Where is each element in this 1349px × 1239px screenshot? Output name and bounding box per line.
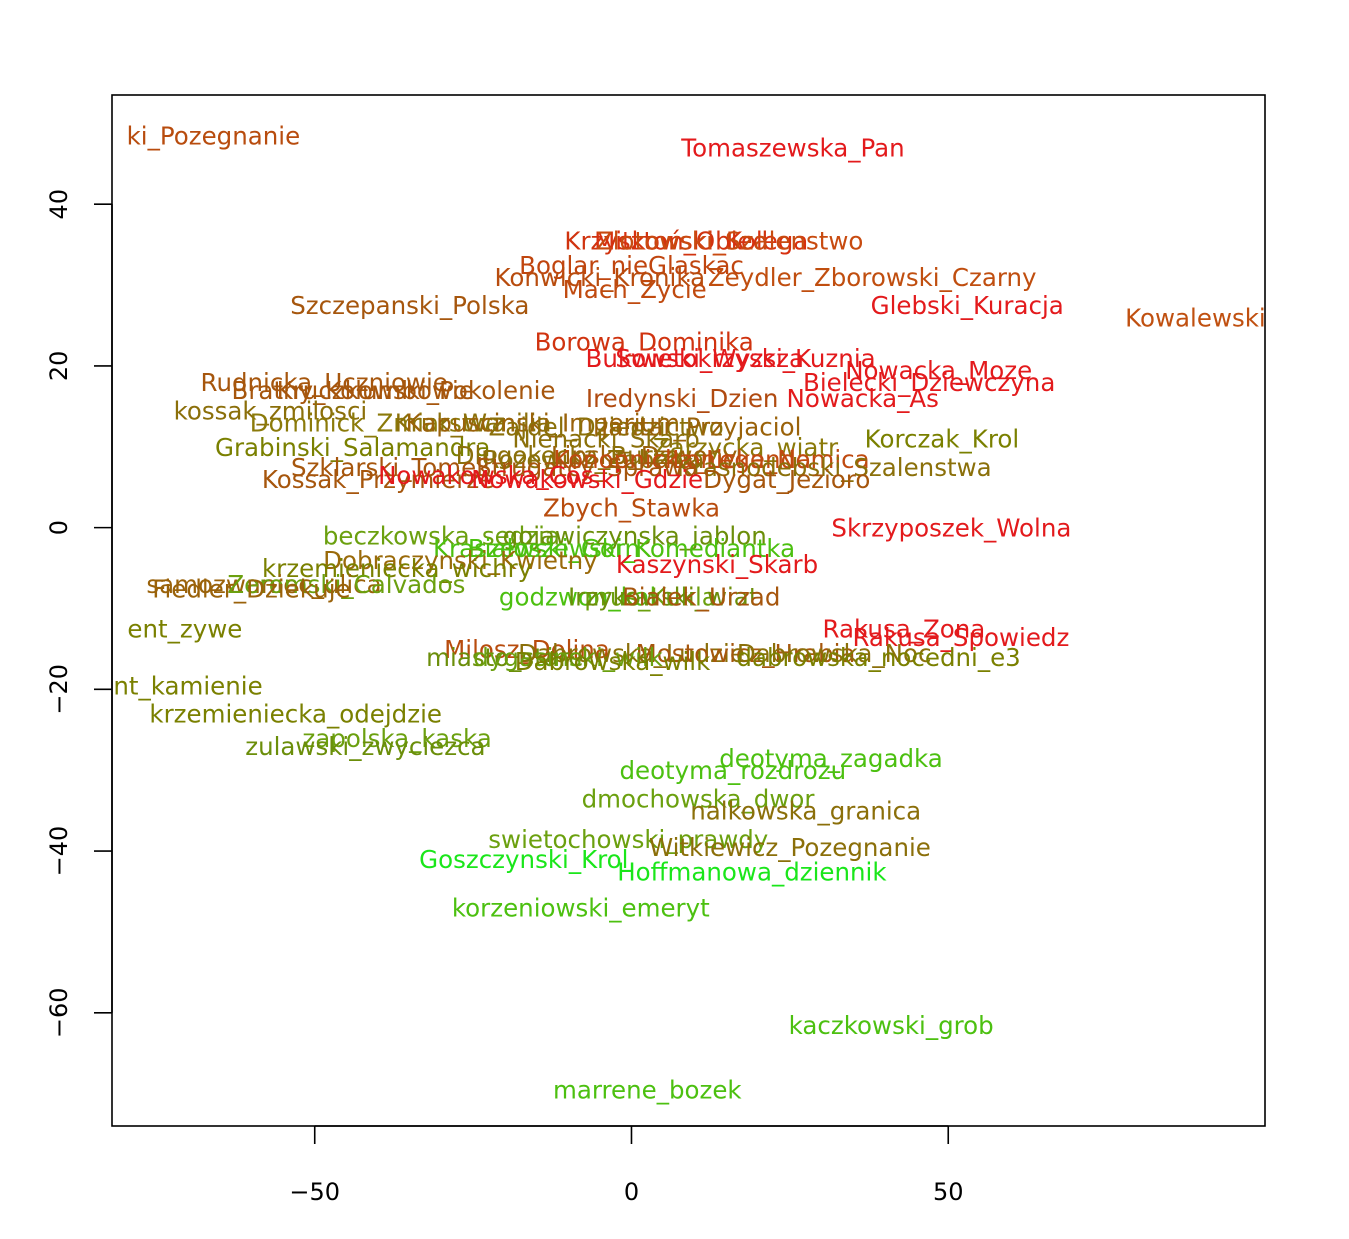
point-label: nalkowska_granica xyxy=(690,797,921,826)
point-label: Kaszynski_Skarb xyxy=(616,550,818,579)
point-label: miasto_stare xyxy=(426,643,583,672)
x-tick-label: 0 xyxy=(624,1178,639,1206)
point-label: krzemieniecka_wichry xyxy=(262,554,532,583)
point-label: Kraszewski_Gorn xyxy=(433,534,640,563)
point-label: deotyma_rozdrozu xyxy=(619,756,846,785)
point-label: Boglar_nieGlaskac xyxy=(519,251,744,280)
point-label: Kruczkowski_Pokolenie xyxy=(277,376,556,405)
point-label: Szklarski_Tomek xyxy=(291,453,491,482)
point-label: Zlotowski_Szalenstwo xyxy=(596,227,863,256)
point-label: Krasnodebski_Szalenstwa xyxy=(677,453,992,482)
point-label: Skrzyposzek_Wolna xyxy=(831,514,1071,543)
point-label: marrene_bozek xyxy=(553,1076,742,1105)
x-tick-label: −50 xyxy=(289,1178,340,1206)
point-label: Goszczynski_Krol xyxy=(419,845,628,874)
point-label: Dobraczynski_Kwietny xyxy=(323,546,597,575)
point-label: Hoffmanowa_dziennik xyxy=(617,857,887,886)
point-label: Dlugokecka_Burza xyxy=(456,441,681,470)
point-label: zapolska_kaska xyxy=(302,724,491,753)
point-label: kaczkowski_grob xyxy=(789,1011,994,1040)
point-label: krzemieniecka_odejdzie xyxy=(149,700,442,729)
point-label: deotyma_zagadka xyxy=(719,744,943,773)
y-tick-label: −60 xyxy=(45,987,73,1038)
point-label: Mitkowski_Kolega xyxy=(594,227,808,256)
point-label: Nowacka_Moze xyxy=(845,356,1032,385)
y-tick-label: 0 xyxy=(45,520,73,535)
point-label: Nowacka_As xyxy=(787,384,939,413)
point-label: Dominick_Zmiarstwa xyxy=(250,409,507,438)
point-labels-layer: Tomaszewska_Pan Krzysztoń_ObledMitkowski_… xyxy=(113,121,1279,1105)
point-label: korzeniowski_emeryt xyxy=(452,894,710,923)
point-label: Dabrowska_Noc xyxy=(737,639,932,668)
x-axis: −50 0 50 xyxy=(289,1125,964,1206)
point-label: prus_Kukla xyxy=(584,582,717,611)
point-label: Nowakowska_Cos xyxy=(378,461,593,490)
point-label: Dygat_Jezioro xyxy=(703,465,870,494)
y-tick-label: 20 xyxy=(45,351,73,382)
point-label: Konopnicka_Legenda xyxy=(553,445,811,474)
point-label: Fiedler_Dziekuje xyxy=(152,574,350,603)
point-label: ki_Pozegnanie xyxy=(127,121,301,150)
point-label: nt_kamienie xyxy=(113,671,262,700)
point-label: Bielecki_Dziewczyna xyxy=(803,368,1055,397)
point-label: Grabinski_Salamandra xyxy=(215,433,490,462)
point-label: Kapuscinski_Imperium xyxy=(406,409,680,438)
point-label: Milosz_Dolina xyxy=(444,635,610,664)
x-tick-label: 50 xyxy=(933,1178,964,1206)
point-label: Kruk_Wanilia xyxy=(395,409,552,438)
point-label: Zeydler_Zborowski_Czarny xyxy=(708,263,1037,292)
point-label: Mostowicz_Hrabia xyxy=(636,639,856,668)
point-label: Rakusa_Zona xyxy=(822,615,985,644)
point-label: Rozewicz_Zabawa xyxy=(483,445,705,474)
y-tick-label: −40 xyxy=(45,826,73,877)
point-label: beczkowska_sedzia xyxy=(323,522,560,551)
point-label: Bialek_Urzad xyxy=(622,582,780,611)
point-label: Zajdel_Dziedzictwo xyxy=(488,413,723,442)
point-label: godzwon_kal xyxy=(499,582,656,611)
point-label: Bialoszewski_Komediantka xyxy=(468,534,795,563)
point-label: Bukowski_Wyzsza xyxy=(586,344,804,373)
point-label: Witkiewicz_Pozegnanie xyxy=(649,833,931,862)
point-label: Irzykowski_wiat xyxy=(568,582,759,611)
point-label: Lipska_Dzwony xyxy=(551,441,738,470)
point-label: Nowakowski_Gdzie xyxy=(471,465,703,494)
point-label: Borowa_Dominika xyxy=(535,328,754,357)
point-label: Kossak_Przymierze xyxy=(262,465,494,494)
y-tick-label: −20 xyxy=(45,664,73,715)
y-tick-label: 40 xyxy=(45,189,73,220)
point-label: swietochowski_prawdy xyxy=(488,825,768,854)
point-label: kossak_zmilosci xyxy=(174,396,368,425)
point-label: Korczak_Krol xyxy=(865,425,1020,454)
point-label: samozwaniec_ulica xyxy=(146,570,381,599)
point-label: zulawski_zwyciezca xyxy=(245,732,485,761)
point-label: Jantar_Przyjaciol xyxy=(599,413,801,442)
point-label: Bratny_Kolumbowie xyxy=(232,376,474,405)
point-label: Rakusa_Spowiedz xyxy=(852,623,1069,652)
point-label: Lonicka_Nomica xyxy=(672,445,870,474)
point-label: Szczepanski_Polska xyxy=(290,291,529,320)
point-label: gojawiczynska_jablon xyxy=(503,522,767,551)
point-label: Mach_Zycie xyxy=(563,275,707,304)
point-label: Nienacki_Skarb xyxy=(512,425,699,454)
point-label: Krzysztoń_Obled xyxy=(564,227,768,256)
point-label: Zarzycka_wiatr xyxy=(653,433,839,462)
point-label: Zeromski_Calvados xyxy=(227,570,465,599)
y-axis: −60 −40 −20 0 20 40 xyxy=(45,189,113,1038)
point-label: Rudnicka_Uczniowie xyxy=(201,368,448,397)
point-label: Kowalewski_ xyxy=(1125,303,1279,332)
point-label: Glebski_Kuracja xyxy=(871,291,1064,320)
point-label: Dabrowska_Ludzie xyxy=(518,639,745,668)
point-label: Konwicki_Kronika xyxy=(494,263,705,292)
point-label: dabrowska_nocedni_e3 xyxy=(736,643,1020,672)
point-label: Zbych_Stawka xyxy=(543,493,720,522)
point-label: Dabrowska_wilk xyxy=(515,647,711,676)
point-label: dygasinski_wilk xyxy=(473,643,663,672)
point-label: Swietokrzyski_Kuznia xyxy=(615,344,875,373)
point-label: dmochowska_dwor xyxy=(582,785,816,814)
point-label: Strugatcy_Sprawa xyxy=(476,453,698,482)
point-label: ent_zywe xyxy=(127,615,242,644)
point-label: Iredynski_Dzien xyxy=(586,384,779,413)
point-label: Tomaszewska_Pan xyxy=(680,134,904,163)
